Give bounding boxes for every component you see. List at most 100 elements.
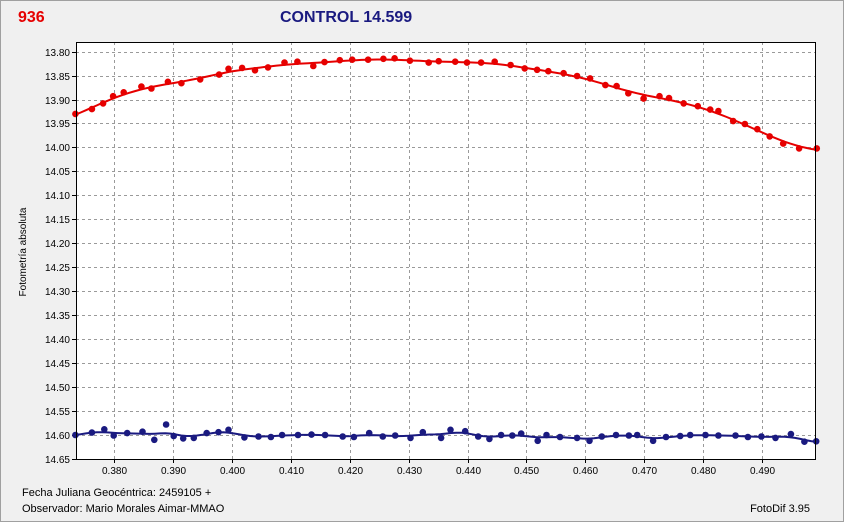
- y-tick-label: 14.35: [45, 311, 70, 322]
- object-data-point: [573, 72, 581, 80]
- control-data-point: [437, 434, 445, 442]
- object-data-point: [729, 117, 737, 125]
- object-data-point: [225, 65, 232, 73]
- y-tick-label: 14.65: [45, 455, 70, 466]
- y-tick-label: 14.20: [45, 239, 70, 250]
- control-data-point: [101, 426, 108, 433]
- object-data-point: [754, 125, 761, 133]
- object-data-point: [694, 102, 702, 110]
- control-data-point: [744, 433, 752, 441]
- y-tick-label: 14.30: [45, 287, 70, 298]
- object-data-point: [321, 58, 328, 66]
- control-data-point: [732, 432, 739, 439]
- object-data-point: [138, 83, 145, 90]
- y-tick-label: 14.45: [45, 359, 70, 370]
- control-data-point: [123, 429, 131, 437]
- object-data-point: [665, 94, 673, 102]
- control-data-point: [474, 433, 482, 440]
- object-label: 936: [18, 9, 45, 26]
- control-data-point: [379, 433, 387, 440]
- y-tick-label: 14.40: [45, 335, 70, 346]
- object-data-point: [706, 106, 714, 113]
- object-data-point: [813, 145, 821, 152]
- control-data-point: [633, 431, 641, 439]
- object-data-point: [336, 56, 344, 64]
- control-data-point: [241, 434, 248, 441]
- object-data-point: [560, 69, 567, 77]
- object-data-point: [477, 59, 485, 66]
- object-data-point: [491, 58, 499, 65]
- y-tick-label: 14.10: [45, 191, 70, 202]
- object-data-point: [507, 61, 514, 69]
- object-data-point: [109, 92, 117, 100]
- object-data-point: [148, 85, 155, 92]
- control-data-point: [170, 432, 177, 440]
- control-data-point: [461, 427, 469, 435]
- control-label: CONTROL 14.599: [280, 9, 413, 26]
- x-tick-label: 0.380: [102, 466, 127, 477]
- object-data-point: [251, 67, 259, 74]
- control-data-point: [88, 429, 96, 436]
- software-version-label: FotoDif 3.95: [750, 503, 810, 515]
- control-data-point: [787, 430, 795, 438]
- object-data-point: [348, 56, 356, 63]
- y-tick-label: 13.80: [45, 48, 70, 59]
- x-tick-label: 0.400: [220, 466, 245, 477]
- control-data-point: [278, 431, 286, 439]
- object-data-point: [435, 57, 443, 65]
- control-data-point: [573, 434, 581, 442]
- y-tick-label: 14.60: [45, 431, 70, 442]
- object-data-point: [72, 110, 79, 118]
- control-data-point: [407, 434, 414, 442]
- control-data-point: [110, 432, 117, 439]
- y-tick-label: 14.15: [45, 215, 70, 226]
- object-data-point: [238, 64, 246, 72]
- object-data-point: [779, 140, 787, 147]
- julian-date-label: Fecha Juliana Geocéntrica: 2459105 +: [22, 487, 212, 499]
- object-data-point: [99, 100, 107, 107]
- y-tick-label: 14.25: [45, 263, 70, 274]
- object-data-point: [656, 92, 663, 100]
- x-tick-label: 0.490: [750, 466, 775, 477]
- x-tick-label: 0.440: [456, 466, 481, 477]
- object-data-point: [680, 100, 687, 107]
- object-data-point: [281, 59, 288, 66]
- control-data-point: [509, 432, 516, 439]
- control-data-point: [447, 426, 454, 434]
- x-axis-ticks: 0.380 0.390 0.400 0.410 0.420 0.430 0.440 0.450…: [102, 459, 775, 477]
- control-data-point: [339, 433, 347, 440]
- control-data-point: [255, 433, 262, 440]
- control-data-point: [586, 437, 593, 445]
- object-data-point: [406, 57, 414, 64]
- object-data-point: [715, 107, 722, 115]
- control-data-point: [625, 432, 633, 439]
- data-series: [72, 55, 821, 446]
- object-data-point: [795, 145, 803, 152]
- control-data-point: [203, 429, 210, 437]
- x-tick-label: 0.430: [397, 466, 422, 477]
- control-data-point: [419, 428, 427, 436]
- control-data-point: [308, 431, 315, 438]
- control-data-point: [72, 431, 79, 439]
- control-data-point: [772, 434, 779, 442]
- object-data-point: [545, 67, 552, 75]
- plot-border: [76, 42, 816, 460]
- control-data-point: [649, 437, 657, 445]
- x-tick-label: 0.420: [338, 466, 363, 477]
- y-tick-label: 14.50: [45, 383, 70, 394]
- object-data-point: [215, 71, 223, 78]
- object-data-point: [640, 95, 647, 102]
- x-tick-label: 0.390: [161, 466, 186, 477]
- x-tick-label: 0.410: [279, 466, 304, 477]
- y-tick-label: 14.55: [45, 407, 70, 418]
- control-series: [72, 421, 820, 446]
- control-data-point: [179, 435, 187, 442]
- control-data-point: [662, 433, 670, 441]
- control-data-point: [598, 433, 606, 440]
- object-data-point: [164, 78, 172, 86]
- control-data-point: [267, 433, 275, 441]
- control-data-point: [715, 432, 722, 439]
- control-data-point: [321, 431, 329, 439]
- observer-label: Observador: Mario Morales Aimar-MMAO: [22, 503, 225, 515]
